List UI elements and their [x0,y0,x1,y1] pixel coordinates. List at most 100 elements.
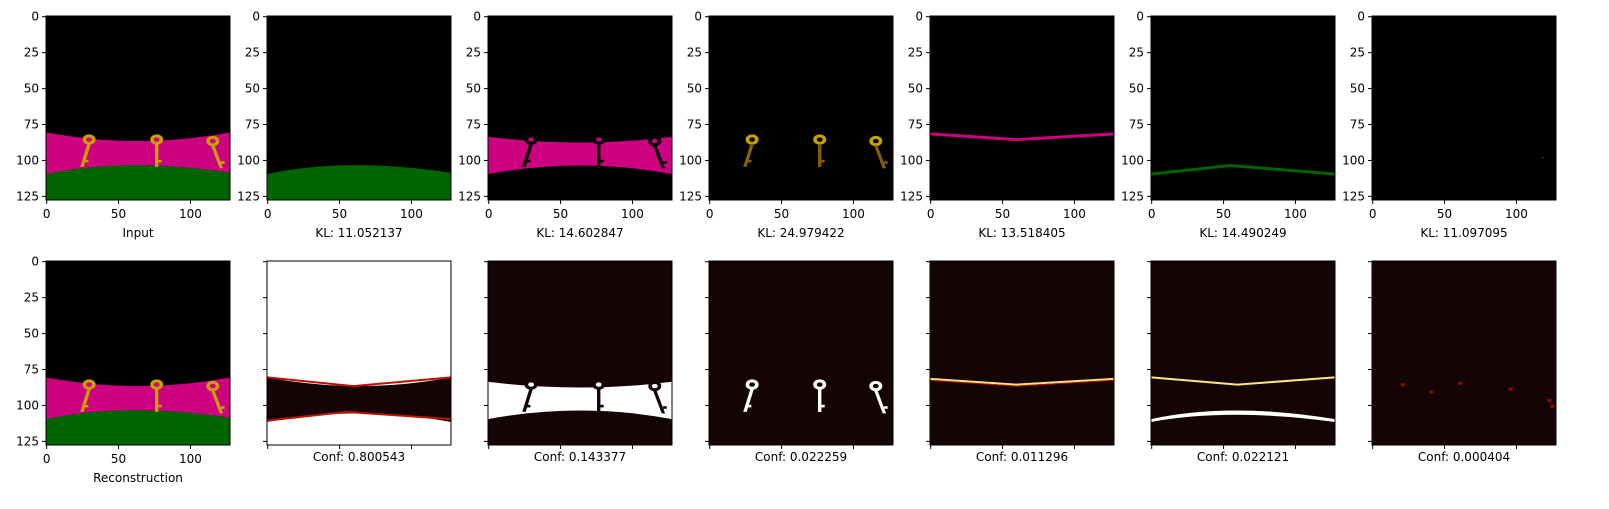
key-hole [749,137,755,142]
heat-speck [1550,404,1555,408]
key-shaft [874,390,887,414]
key [206,135,225,169]
ytick-label: 75 [908,118,923,132]
ytick-label: 125 [16,189,39,203]
heat-speck [1508,387,1513,391]
key-shaft [653,145,666,169]
panel-slot4: 0 25 50 75 100 125 0 50 100 KL: 13.518405 [900,10,1115,240]
xtick-label: 0 [485,207,493,221]
xtick-label: 50 [995,207,1010,221]
panel-conf4: Conf: 0.011296 [926,260,1115,464]
green-ground [267,165,451,200]
ytick-label: 75 [1350,118,1365,132]
key-shaft [653,390,666,414]
xtick-label: 0 [1369,207,1377,221]
key-hole [595,137,602,142]
ytick-label: 25 [908,46,923,60]
xtick-label: 0 [927,207,935,221]
key-hole [209,383,216,389]
key-shaft [522,388,533,412]
heat-edge [266,376,452,388]
key-tooth [884,161,888,164]
key-hole [209,138,216,144]
xtick-label: 50 [1216,207,1231,221]
key-hole [872,383,879,389]
xtick-label: 100 [1063,207,1086,221]
key [813,134,827,167]
xtick-label: 50 [1437,207,1452,221]
key-hole [153,137,160,142]
xtick-label: 100 [179,207,202,221]
key-heat [869,380,888,414]
key [150,134,164,167]
panel-image [1372,261,1556,445]
xtick-label: 100 [842,207,865,221]
panel-image [930,16,1114,200]
ytick-label: 125 [1121,189,1144,203]
panel-frame [1150,15,1336,201]
panel-label: Conf: 0.000404 [1418,450,1510,464]
xtick-label: 50 [774,207,789,221]
xtick-label: 0 [1148,207,1156,221]
key-hole [528,382,534,387]
key-shaft [818,388,822,412]
key-heat [813,379,827,412]
key-tooth [747,404,752,408]
panel-frame [1371,15,1557,201]
green-ground [46,410,230,445]
panel-conf2: Conf: 0.143377 [484,260,673,464]
key-tooth [84,159,89,163]
key-tooth [663,406,667,409]
key-shaft [211,145,224,169]
key-tooth [221,406,225,409]
ytick-label: 25 [687,46,702,60]
key-shaft [155,143,159,167]
key-tooth [158,159,162,163]
panel-label: KL: 24.979422 [757,226,844,240]
xtick-label: 100 [621,207,644,221]
key-shaft [80,388,91,412]
key-tooth [821,404,825,408]
key [869,135,888,169]
xtick-label: 100 [1505,207,1528,221]
panel-label: Conf: 0.022121 [1197,450,1289,464]
panel-label: Conf: 0.011296 [976,450,1068,464]
ytick-label: 25 [24,291,39,305]
ytick-label: 50 [687,82,702,96]
key-cutout [648,380,667,414]
ytick-label: 50 [24,327,39,341]
xtick-label: 50 [553,207,568,221]
panel-frame [266,15,452,201]
heat-speck [1400,383,1405,387]
ytick-label: 0 [31,10,39,24]
xtick-label: 100 [179,452,202,466]
ytick-label: 75 [245,118,260,132]
pink-edge [929,132,1115,142]
key-shaft [597,388,601,412]
key-shaft [155,388,159,412]
heat-edge [266,410,452,422]
key [206,380,225,414]
panel-slot3: 0 25 50 75 100 125 0 50 100 KL: 24.979422 [679,10,894,240]
panel-label: Conf: 0.143377 [534,450,626,464]
xtick-label: 0 [264,207,272,221]
panel-frame [929,15,1115,201]
ytick-label: 25 [245,46,260,60]
key-tooth [600,404,604,408]
ytick-label: 0 [473,10,481,24]
panel-image [930,261,1114,445]
ytick-label: 0 [31,255,39,269]
ytick-label: 125 [900,189,923,203]
heat-white-band [488,381,672,420]
panel-label: KL: 11.052137 [315,226,402,240]
ytick-label: 0 [694,10,702,24]
panel-label: KL: 14.490249 [1199,226,1286,240]
key-tooth [747,159,752,163]
ytick-label: 100 [458,153,481,167]
ytick-label: 125 [237,189,260,203]
panel-frame [1150,260,1336,446]
ytick-label: 0 [1357,10,1365,24]
speck [1541,156,1545,159]
ytick-label: 125 [16,434,39,448]
